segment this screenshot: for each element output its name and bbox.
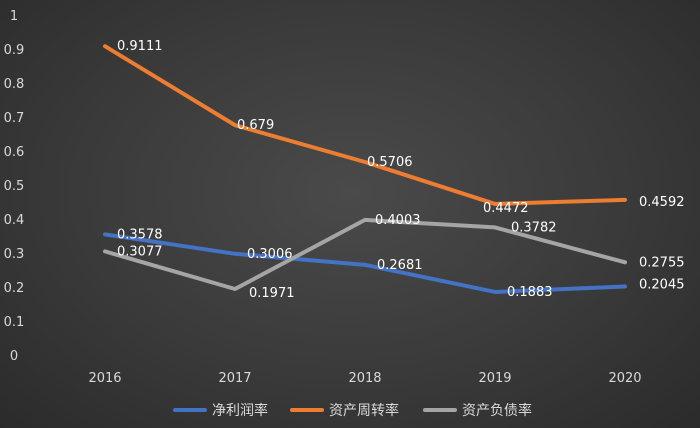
series-line (103, 232, 627, 294)
y-tick-label: 0.6 (4, 145, 25, 160)
legend-label: 资产周转率 (329, 402, 399, 419)
y-tick-label: 0.1 (4, 315, 25, 330)
data-label: 0.9111 (117, 39, 163, 54)
y-tick-label: 0.7 (4, 111, 25, 126)
series-line (103, 44, 627, 206)
y-tick-label: 0.4 (4, 213, 25, 228)
y-tick-label: 0.5 (4, 179, 25, 194)
data-label: 0.679 (237, 118, 274, 133)
y-axis: 0 0.1 0.2 0.3 0.4 0.5 0.6 0.7 0.8 0.9 1 (4, 9, 25, 364)
data-label: 0.4472 (483, 201, 529, 216)
x-tick-label: 2016 (88, 371, 121, 386)
y-tick-label: 0.2 (4, 281, 25, 296)
data-label: 0.1883 (507, 285, 553, 300)
legend-label: 资产负债率 (462, 402, 532, 419)
series-line (103, 217, 627, 291)
data-label: 0.4592 (639, 195, 685, 210)
x-tick-label: 2017 (218, 371, 251, 386)
y-tick-label: 0.9 (4, 43, 25, 58)
data-label: 0.3578 (117, 227, 163, 242)
series-lines (103, 44, 627, 294)
y-tick-label: 1 (10, 9, 18, 24)
data-label: 0.5706 (367, 155, 413, 170)
data-label: 0.3782 (511, 220, 557, 235)
data-label: 0.2681 (377, 258, 423, 273)
y-tick-label: 0 (10, 349, 18, 364)
x-tick-label: 2019 (478, 371, 511, 386)
data-label: 0.3006 (247, 247, 293, 262)
legend-label: 净利润率 (212, 402, 268, 419)
data-label: 0.2045 (639, 277, 685, 292)
x-axis: 2016 2017 2018 2019 2020 (88, 371, 641, 386)
x-tick-label: 2018 (348, 371, 381, 386)
legend: 净利润率 资产周转率 资产负债率 (173, 402, 532, 419)
data-label: 0.1971 (249, 286, 295, 301)
x-tick-label: 2020 (608, 371, 641, 386)
data-label: 0.4003 (375, 213, 421, 228)
data-label: 0.2755 (639, 255, 685, 270)
data-labels: 0.3578 0.3006 0.2681 0.1883 0.2045 0.9111 0.67… (117, 39, 685, 301)
data-label: 0.3077 (117, 244, 163, 259)
y-tick-label: 0.8 (4, 77, 25, 92)
y-tick-label: 0.3 (4, 247, 25, 262)
